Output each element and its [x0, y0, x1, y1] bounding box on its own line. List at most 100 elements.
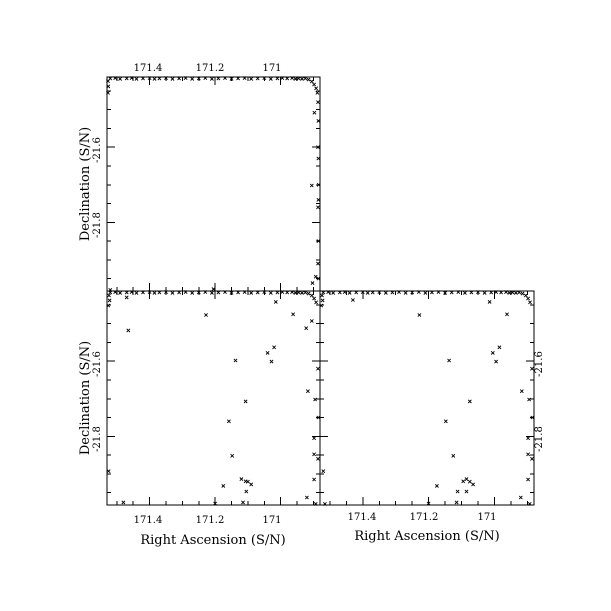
- data-point: [170, 290, 175, 295]
- data-point: [423, 290, 428, 295]
- data-point: [203, 290, 208, 295]
- data-point: [305, 389, 310, 394]
- data-point: [370, 290, 375, 295]
- data-point: [309, 293, 314, 298]
- data-point: [471, 482, 476, 487]
- data-point: [321, 290, 326, 295]
- data-point: [285, 290, 290, 295]
- data-point: [312, 82, 317, 87]
- data-point: [526, 296, 531, 301]
- data-point: [255, 76, 260, 81]
- data-point: [129, 290, 134, 295]
- data-point: [113, 76, 118, 81]
- data-point: [129, 76, 134, 81]
- data-point: [315, 90, 320, 95]
- data-point: [124, 76, 129, 81]
- data-point: [526, 452, 531, 457]
- data-point: [106, 469, 111, 474]
- x-tick-label-bottom-right: 171.4: [348, 512, 377, 523]
- data-point: [121, 500, 126, 505]
- data-point: [527, 501, 532, 506]
- data-point: [236, 76, 241, 81]
- x-tick-label-bottom-right: 171.2: [410, 512, 439, 523]
- data-point: [106, 90, 110, 95]
- data-point: [469, 290, 474, 295]
- x-tick-label-bottom-left: 171.2: [196, 515, 225, 526]
- data-point: [124, 290, 129, 295]
- data-point: [106, 79, 110, 84]
- data-point: [291, 312, 296, 317]
- data-point: [255, 290, 260, 295]
- data-point: [304, 495, 309, 500]
- panel-top-left-frame: [106, 76, 321, 292]
- data-point: [275, 290, 280, 295]
- data-point: [106, 84, 111, 89]
- data-point: [272, 345, 277, 350]
- panel-top-left-points: [106, 76, 321, 286]
- data-point: [434, 483, 439, 488]
- data-point: [113, 290, 118, 295]
- data-point: [290, 76, 295, 81]
- data-point: [293, 76, 298, 81]
- data-point: [141, 290, 145, 295]
- data-point: [487, 299, 492, 304]
- data-point: [241, 500, 245, 505]
- data-point: [518, 495, 523, 500]
- data-point: [513, 290, 518, 295]
- data-point: [350, 298, 355, 302]
- y-tick-label-top-left: -21.8: [92, 212, 103, 238]
- y-tick-label-bottom-left: -21.8: [92, 426, 103, 452]
- data-point: [312, 477, 317, 482]
- data-point: [403, 290, 408, 295]
- y-tick-label-bottom-right: -21.8: [534, 426, 545, 452]
- data-point: [273, 299, 278, 304]
- data-point: [209, 290, 214, 295]
- data-point: [268, 290, 273, 295]
- data-point: [118, 290, 123, 295]
- data-point: [312, 296, 317, 301]
- data-point: [265, 350, 270, 355]
- data-point: [467, 399, 472, 404]
- data-point: [183, 290, 188, 295]
- x-tick-label-bottom-left: 171.4: [134, 515, 163, 526]
- data-point: [303, 290, 308, 295]
- data-point: [108, 287, 113, 292]
- data-point: [390, 290, 395, 295]
- data-point: [221, 483, 226, 488]
- data-point: [290, 290, 295, 295]
- data-point: [312, 110, 317, 115]
- data-point: [190, 76, 195, 81]
- x-tick-label-bottom-left: 171: [262, 515, 281, 526]
- data-point: [467, 479, 472, 484]
- data-point: [230, 453, 235, 458]
- data-point: [216, 290, 221, 295]
- data-point: [342, 290, 347, 295]
- data-point: [310, 281, 315, 286]
- data-point: [183, 76, 188, 81]
- data-point: [316, 156, 321, 161]
- data-point: [321, 469, 326, 474]
- data-point: [236, 290, 241, 295]
- x-tick-label-bottom-right: 171: [477, 512, 496, 523]
- data-point: [436, 290, 441, 295]
- data-point: [245, 479, 250, 484]
- data-point: [520, 291, 525, 296]
- data-point: [233, 358, 238, 363]
- data-point: [365, 290, 370, 295]
- data-point: [397, 290, 401, 295]
- data-point: [152, 76, 157, 81]
- data-point: [528, 300, 532, 305]
- data-point: [124, 295, 129, 300]
- data-point: [429, 290, 434, 295]
- data-point: [510, 290, 515, 295]
- data-point: [280, 76, 285, 81]
- data-point: [249, 76, 254, 81]
- data-point: [226, 419, 231, 424]
- data-point: [331, 290, 336, 295]
- data-point: [490, 350, 495, 355]
- data-point: [454, 500, 459, 505]
- data-point: [141, 76, 145, 81]
- data-point: [134, 76, 139, 81]
- data-point: [443, 419, 448, 424]
